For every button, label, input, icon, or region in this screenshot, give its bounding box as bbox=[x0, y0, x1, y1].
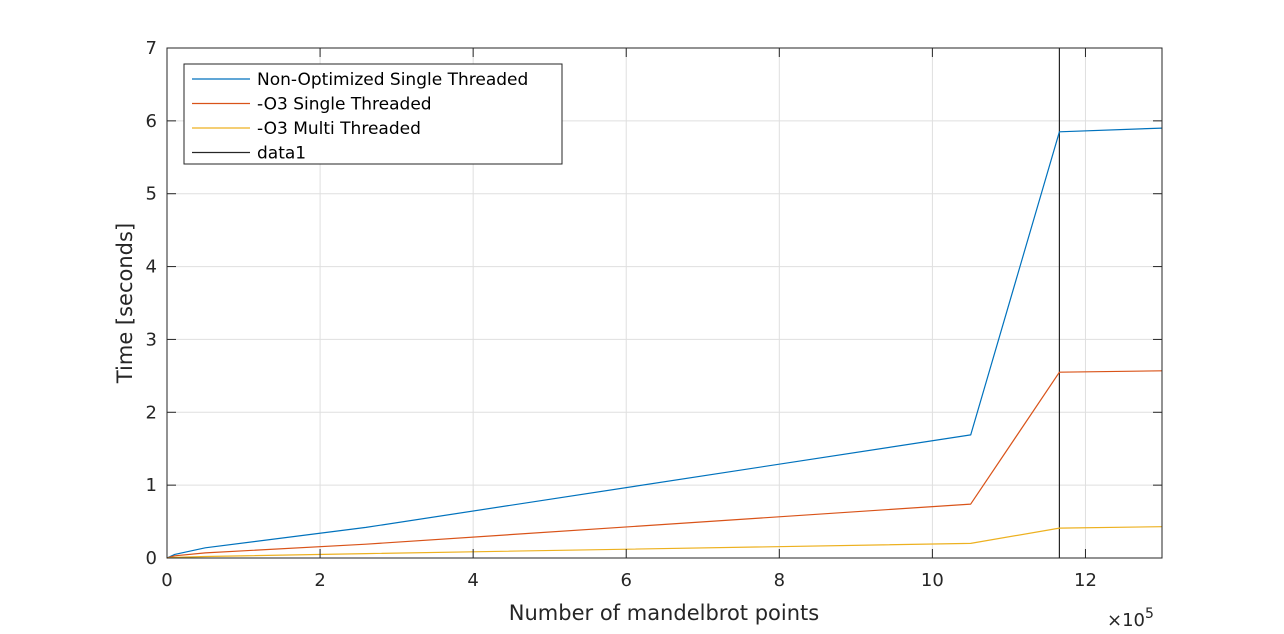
x-tick-label: 8 bbox=[774, 570, 785, 591]
x-tick-label: 12 bbox=[1074, 570, 1097, 591]
axis-ticks bbox=[166, 47, 1162, 559]
x-axis-label: Number of mandelbrot points bbox=[509, 601, 819, 625]
x-exponent-power: 5 bbox=[1145, 606, 1154, 622]
grid-lines bbox=[167, 48, 1162, 558]
y-tick-label: 7 bbox=[146, 38, 157, 59]
series-line-non-optimized-single-threaded bbox=[166, 127, 1163, 559]
series-lines bbox=[166, 48, 1163, 559]
y-tick-label: 2 bbox=[146, 402, 157, 423]
x-tick-label: 4 bbox=[467, 570, 478, 591]
y-tick-label: 4 bbox=[146, 257, 157, 278]
legend-entry-label: data1 bbox=[257, 144, 306, 164]
series-line-o3-single-threaded bbox=[166, 370, 1163, 559]
series-line-o3-multi-threaded bbox=[166, 526, 1163, 559]
legend-entry-label: Non-Optimized Single Threaded bbox=[257, 70, 528, 90]
y-tick-label: 1 bbox=[146, 475, 157, 496]
x-exponent-label: ×105 bbox=[1107, 606, 1154, 631]
x-exponent-base: ×10 bbox=[1107, 610, 1145, 631]
y-tick-label: 0 bbox=[146, 548, 157, 569]
legend-box bbox=[183, 63, 563, 165]
x-tick-label: 10 bbox=[921, 570, 944, 591]
legend-entry-label: -O3 Multi Threaded bbox=[257, 119, 421, 139]
y-tick-label: 3 bbox=[146, 329, 157, 350]
x-tick-label: 0 bbox=[161, 570, 172, 591]
y-tick-label: 6 bbox=[146, 111, 157, 132]
plot-frame bbox=[166, 47, 1163, 559]
x-tick-label: 2 bbox=[314, 570, 325, 591]
x-tick-label: 6 bbox=[621, 570, 632, 591]
legend-entry-label: -O3 Single Threaded bbox=[257, 95, 432, 115]
y-tick-label: 5 bbox=[146, 184, 157, 205]
legend: Non-Optimized Single Threaded -O3 Single … bbox=[183, 63, 563, 165]
y-axis-label: Time [seconds] bbox=[113, 223, 137, 384]
